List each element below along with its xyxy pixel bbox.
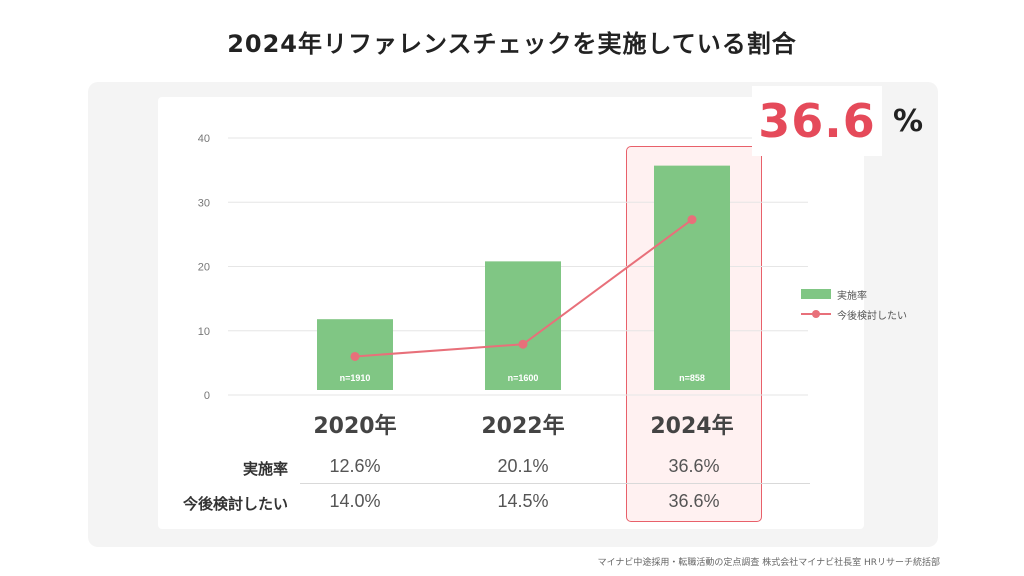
y-tick-label: 20 bbox=[198, 262, 210, 274]
line-point bbox=[350, 351, 360, 361]
legend-bar-swatch bbox=[801, 289, 831, 299]
legend-item-implementation: 実施率 bbox=[801, 284, 907, 304]
page-title: 2024年リファレンスチェックを実施している割合 bbox=[227, 30, 797, 58]
y-tick-layer: 0 10 20 30 40 bbox=[198, 133, 210, 402]
table-cell: 14.5% bbox=[497, 491, 549, 511]
y-tick-label: 10 bbox=[198, 326, 210, 338]
y-tick-label: 30 bbox=[198, 197, 210, 209]
table-row-label-implementation: 実施率 bbox=[242, 461, 288, 478]
legend-label-consider: 今後検討したい bbox=[837, 310, 907, 322]
table-cell: 36.6% bbox=[668, 491, 720, 511]
category-label: 2024年 bbox=[650, 413, 733, 439]
highlight-unit: % bbox=[893, 104, 924, 139]
legend-line-swatch bbox=[801, 309, 831, 319]
sample-size-label: n=858 bbox=[679, 373, 705, 383]
category-label: 2022年 bbox=[481, 413, 564, 439]
line-point bbox=[687, 215, 697, 225]
legend-item-consider: 今後検討したい bbox=[801, 304, 907, 324]
legend-label-implementation: 実施率 bbox=[837, 290, 867, 302]
table-cell: 12.6% bbox=[329, 456, 381, 476]
table-cell: 36.6% bbox=[668, 456, 720, 476]
sample-label-layer: n=1910 n=1600 n=858 bbox=[340, 373, 705, 383]
category-label-layer: 2020年 2022年 2024年 bbox=[313, 413, 733, 439]
legend: 実施率 今後検討したい bbox=[801, 284, 907, 324]
bar-layer bbox=[317, 165, 730, 390]
table-divider bbox=[300, 483, 810, 484]
sample-size-label: n=1600 bbox=[508, 373, 539, 383]
table-cell: 14.0% bbox=[329, 491, 381, 511]
bar bbox=[654, 165, 730, 390]
y-tick-label: 40 bbox=[198, 133, 210, 145]
line-layer bbox=[350, 215, 697, 361]
y-tick-label: 0 bbox=[204, 390, 210, 402]
highlight-value: 36.6 bbox=[752, 86, 882, 156]
table-row-label-consider: 今後検討したい bbox=[182, 496, 288, 513]
table-cell: 20.1% bbox=[497, 456, 549, 476]
line-point bbox=[518, 339, 528, 349]
sample-size-label: n=1910 bbox=[340, 373, 371, 383]
category-label: 2020年 bbox=[313, 413, 396, 439]
source-note: マイナビ中途採用・転職活動の定点調査 株式会社マイナビ社長室 HRリサーチ統括部 bbox=[597, 558, 940, 568]
